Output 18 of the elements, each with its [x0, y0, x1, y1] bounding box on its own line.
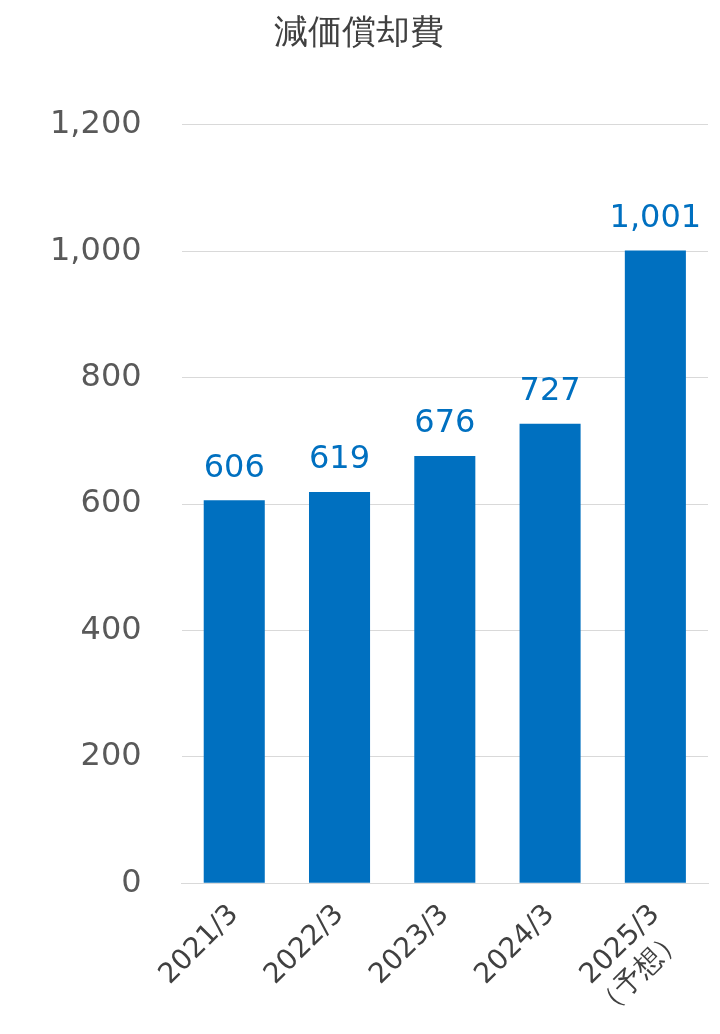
- bar: [203, 500, 265, 883]
- bar: [414, 456, 476, 883]
- data-label: 619: [308, 438, 371, 477]
- data-label: 606: [203, 446, 265, 485]
- bar: [519, 423, 581, 883]
- y-tick-label: 600: [80, 482, 142, 521]
- y-tick-label: 1,200: [50, 103, 142, 142]
- data-label: 676: [414, 402, 476, 441]
- y-tick-label: 200: [80, 735, 142, 774]
- data-label: 727: [519, 370, 581, 409]
- y-tick-label: 1,000: [50, 229, 142, 268]
- data-label: 1,001: [609, 196, 702, 235]
- y-tick-label: 800: [80, 355, 142, 394]
- bar: [624, 250, 686, 883]
- chart-title: 減価償却費: [274, 11, 444, 52]
- y-tick-label: 0: [121, 861, 142, 900]
- bar: [309, 492, 371, 883]
- y-tick-label: 400: [80, 608, 142, 647]
